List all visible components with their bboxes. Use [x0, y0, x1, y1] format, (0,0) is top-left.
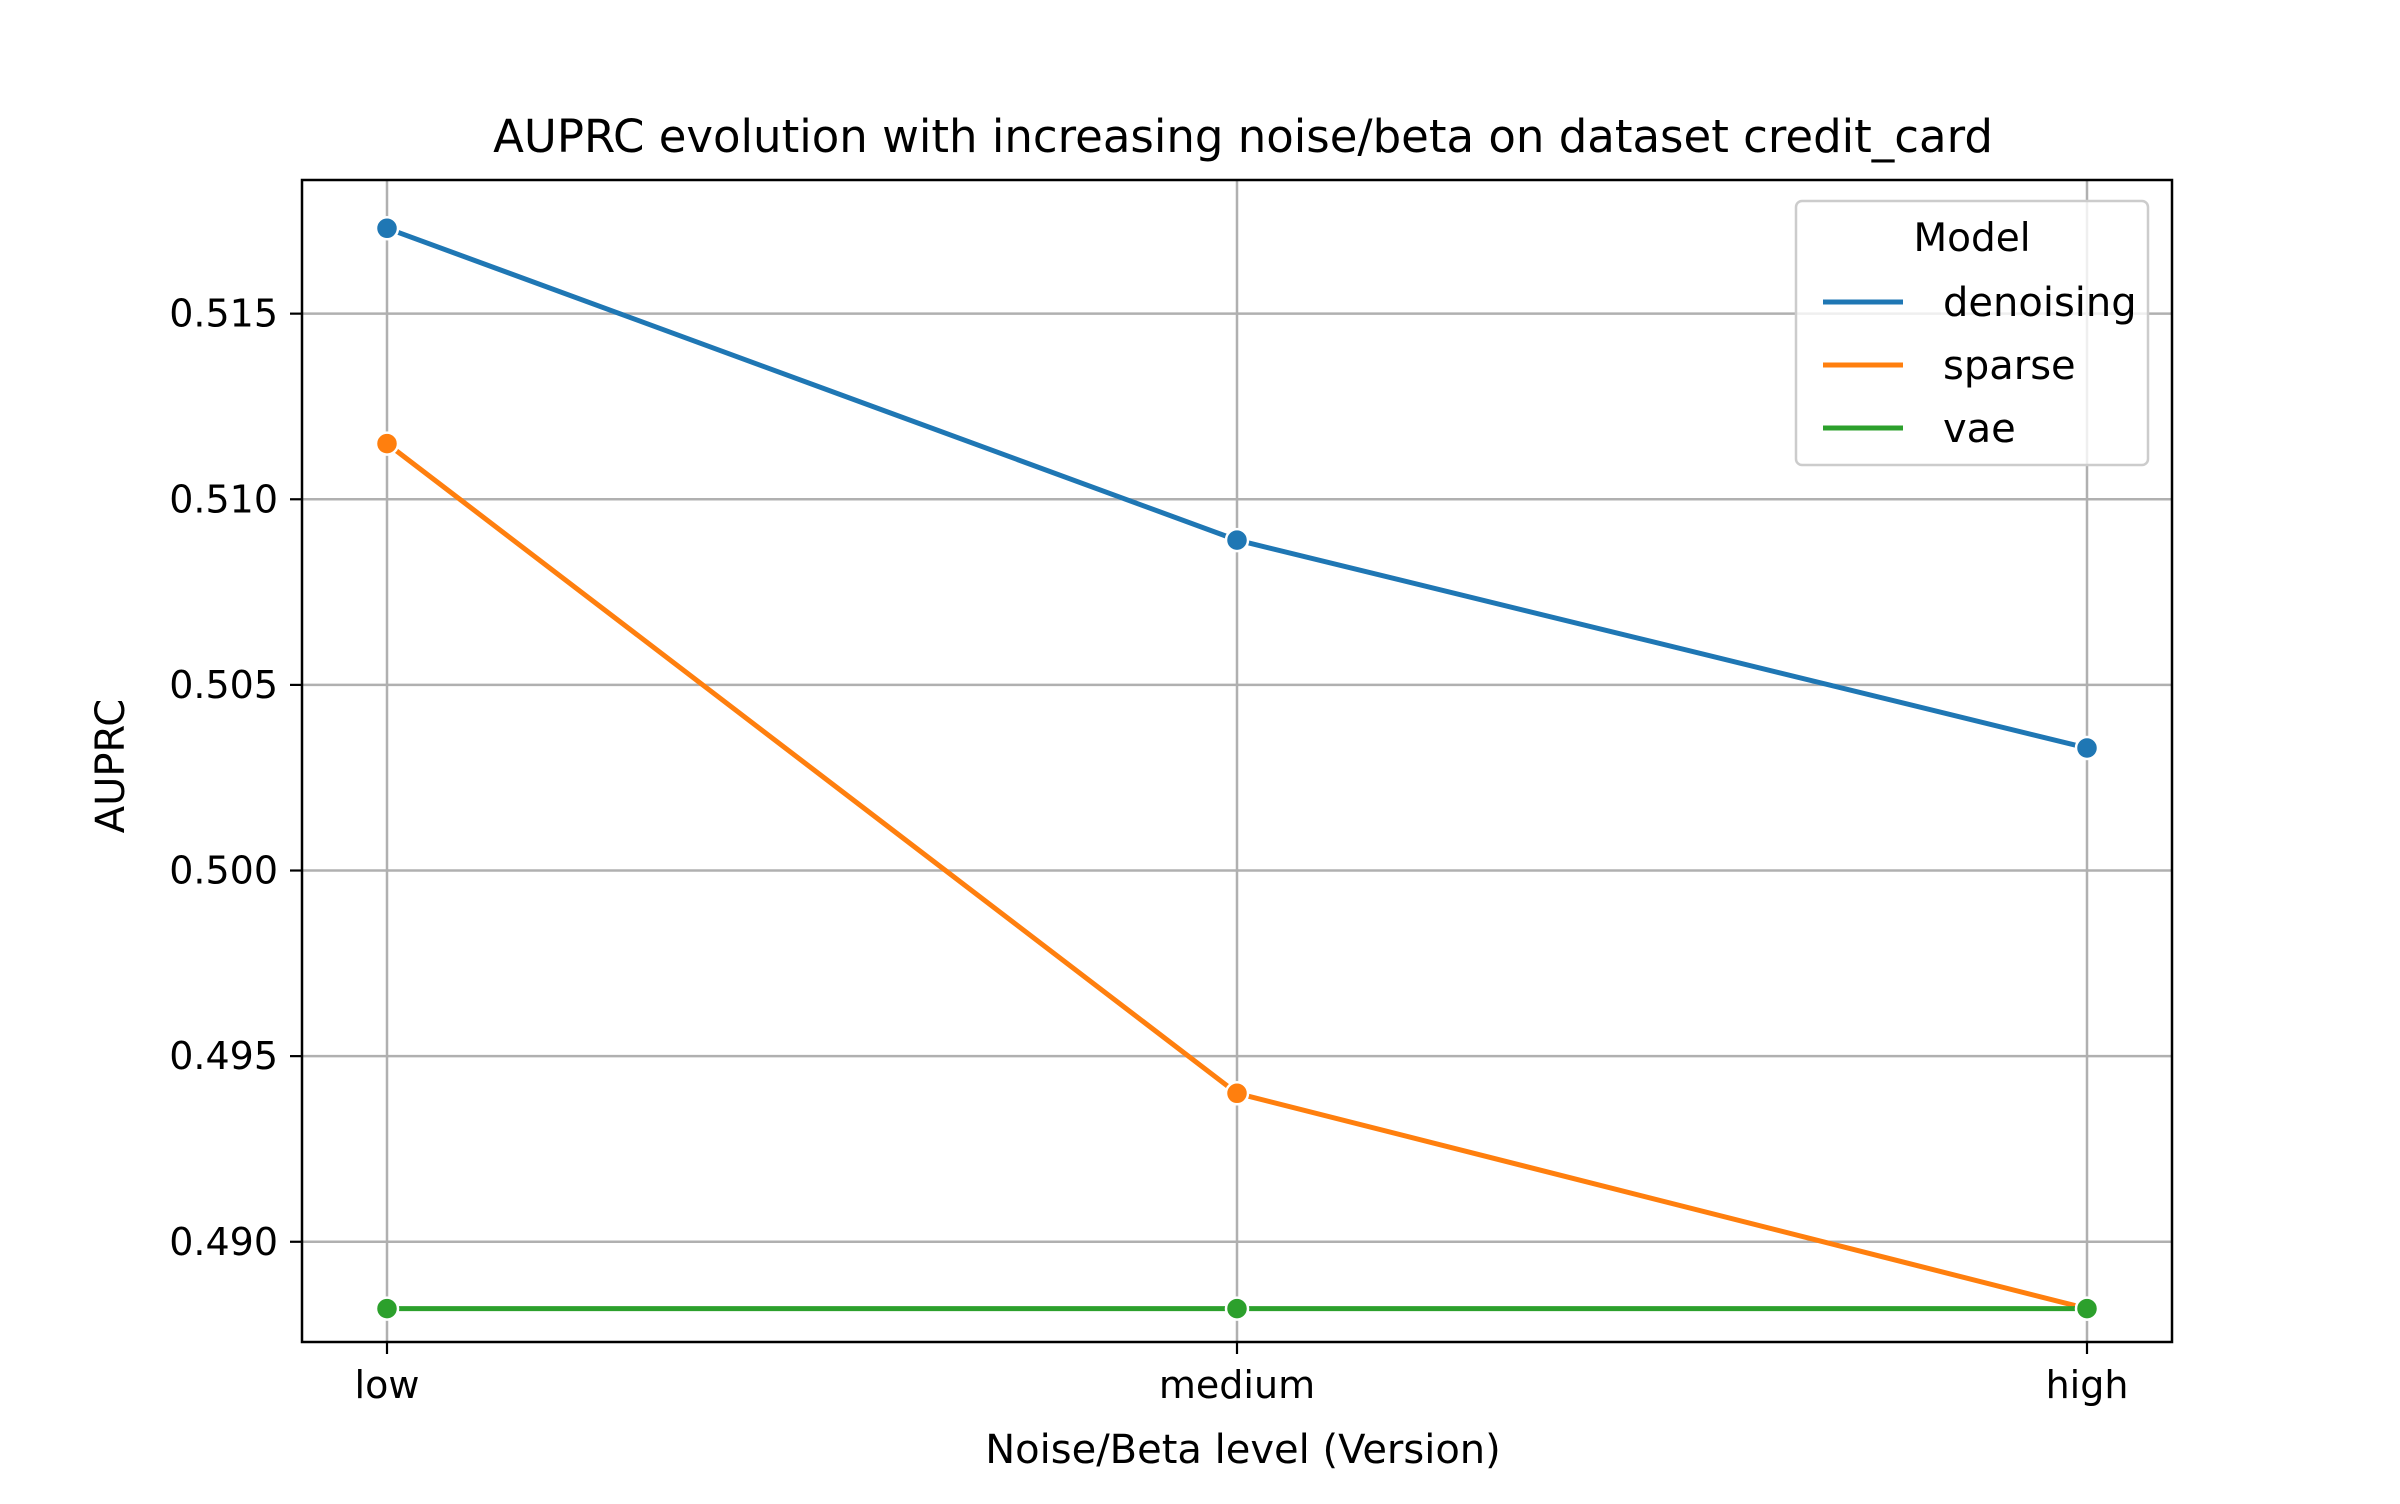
legend-item-sparse: sparse: [1823, 343, 2076, 389]
data-point-vae: [1224, 1296, 1250, 1321]
y-tick-label: 0.515: [169, 292, 278, 336]
legend-item-denoising: denoising: [1823, 280, 2137, 326]
y-axis-label: AUPRC: [88, 699, 134, 834]
axis-ticks: low medium high 0.490 0.495 0.500 0.505 0.510 0.…: [169, 292, 2128, 1407]
data-point-vae: [2074, 1296, 2100, 1321]
data-point-denoising: [1224, 527, 1250, 553]
y-tick-label: 0.500: [169, 849, 278, 893]
data-point-denoising: [374, 216, 400, 241]
series-denoising: [374, 216, 2100, 761]
legend-items: denoising sparse vae: [1823, 280, 2137, 452]
y-tick-label: 0.490: [169, 1220, 278, 1264]
legend-label-sparse: sparse: [1943, 343, 2076, 389]
data-point-vae: [374, 1296, 400, 1321]
data-point-denoising: [2074, 735, 2100, 761]
legend-box: [1794, 199, 2150, 467]
x-axis-label: Noise/Beta level (Version): [985, 1427, 1501, 1473]
x-tick-label: low: [355, 1363, 420, 1407]
chart-title: AUPRC evolution with increasing noise/be…: [493, 110, 1993, 163]
y-tick-label: 0.495: [169, 1034, 278, 1078]
data-point-sparse: [374, 431, 400, 456]
series-vae: [374, 1296, 2100, 1321]
x-tick-label: high: [2046, 1363, 2129, 1407]
legend-label-vae: vae: [1943, 406, 2016, 452]
data-point-sparse: [1224, 1081, 1250, 1106]
legend: Model denoising sparse vae: [1794, 199, 2150, 467]
x-tick-label: medium: [1159, 1363, 1315, 1407]
legend-item-vae: vae: [1823, 406, 2016, 452]
y-tick-label: 0.510: [169, 477, 278, 521]
legend-label-denoising: denoising: [1943, 280, 2137, 326]
legend-title: Model: [1913, 216, 2030, 261]
series-layer: [374, 216, 2100, 1321]
y-tick-label: 0.505: [169, 663, 278, 707]
